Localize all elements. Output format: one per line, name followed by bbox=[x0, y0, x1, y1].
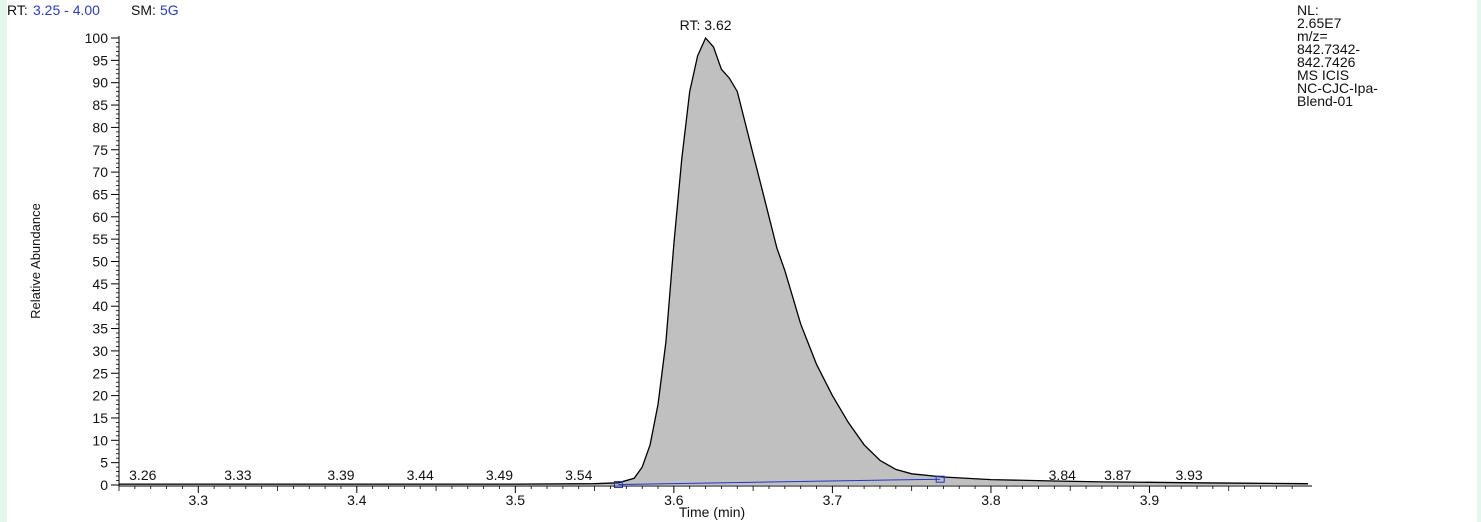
axes-layer: 0 5 10 15 20 25 30 35 40 45 50 55 60 65 70 75 80 85 90 95 10… bbox=[85, 30, 1312, 508]
y-tick-label: 5 bbox=[100, 455, 108, 471]
minor-peak-label: 3.87 bbox=[1104, 467, 1131, 483]
info-line: 2.65E7 bbox=[1297, 15, 1342, 31]
y-tick-label: 55 bbox=[92, 231, 108, 247]
y-tick-label: 100 bbox=[85, 30, 109, 46]
y-tick-label: 20 bbox=[92, 388, 108, 404]
x-tick-label: 3.5 bbox=[506, 492, 526, 508]
info-line: Blend-01 bbox=[1297, 93, 1353, 109]
baseline-start-marker bbox=[613, 481, 623, 489]
minor-peak-label: 3.54 bbox=[565, 467, 592, 483]
x-tick-label: 3.3 bbox=[189, 492, 209, 508]
y-tick-label: 25 bbox=[92, 365, 108, 381]
y-tick-label: 30 bbox=[92, 343, 108, 359]
info-line: NL: bbox=[1297, 2, 1319, 18]
minor-peak-label: 3.84 bbox=[1049, 467, 1076, 483]
y-tick-label: 60 bbox=[92, 209, 108, 225]
trace-line bbox=[119, 36, 1309, 485]
minor-peak-label: 3.49 bbox=[486, 467, 513, 483]
y-tick-label: 90 bbox=[92, 75, 108, 91]
y-tick-label: 95 bbox=[92, 52, 108, 68]
integration-baseline bbox=[618, 478, 941, 486]
x-tick-label: 3.6 bbox=[664, 492, 684, 508]
y-tick-label: 50 bbox=[92, 254, 108, 270]
y-tick-label: 80 bbox=[92, 119, 108, 135]
x-axis-title: Time (min) bbox=[679, 504, 745, 520]
y-tick-label: 10 bbox=[92, 432, 108, 448]
x-tick-label: 3.4 bbox=[347, 492, 367, 508]
y-axis-title: Relative Abundance bbox=[28, 203, 43, 319]
label-layer: RT: 3.62 3.26 3.33 3.39 3.44 3.49 3.54 3.84 3.87… bbox=[129, 17, 1203, 483]
header-sm-label: SM: bbox=[131, 2, 156, 18]
y-tick-label: 15 bbox=[92, 410, 108, 426]
minor-peak-label: 3.93 bbox=[1175, 467, 1202, 483]
chromatogram-chart: RT: 3.25 - 4.00 SM: 5G NL:2.65E7m/z=842.… bbox=[7, 2, 1378, 520]
y-tick-label: 35 bbox=[92, 321, 108, 337]
minor-peak-label: 3.39 bbox=[327, 467, 354, 483]
info-line: NC-CJC-Ipa- bbox=[1297, 80, 1378, 96]
y-tick-label: 85 bbox=[92, 97, 108, 113]
header-rt-range: 3.25 - 4.00 bbox=[33, 2, 100, 18]
x-tick-label: 3.7 bbox=[823, 492, 843, 508]
chromatogram-panel: RT: 3.25 - 4.00 SM: 5G NL: 2.65E7 m/z= 842.… bbox=[7, 0, 1477, 522]
info-line: m/z= bbox=[1297, 28, 1328, 44]
area-layer bbox=[119, 36, 1309, 489]
minor-peak-label: 3.44 bbox=[407, 467, 434, 483]
peak-area bbox=[119, 38, 1308, 485]
y-tick-label: 40 bbox=[92, 298, 108, 314]
y-tick-label: 45 bbox=[92, 276, 108, 292]
y-tick-label: 75 bbox=[92, 142, 108, 158]
baseline-end-marker bbox=[935, 475, 945, 483]
x-tick-label: 3.8 bbox=[981, 492, 1001, 508]
peak-rt-label: RT: 3.62 bbox=[680, 17, 732, 33]
x-tick-label: 3.9 bbox=[1140, 492, 1160, 508]
header-rt-label: RT: bbox=[7, 2, 28, 18]
info-line: 842.7426 bbox=[1297, 54, 1356, 70]
info-line: MS ICIS bbox=[1297, 67, 1349, 83]
minor-peak-label: 3.33 bbox=[224, 467, 251, 483]
y-tick-label: 70 bbox=[92, 164, 108, 180]
y-tick-label: 0 bbox=[100, 477, 108, 493]
info-line: 842.7342- bbox=[1297, 41, 1360, 57]
y-tick-label: 65 bbox=[92, 186, 108, 202]
header-sm-value: 5G bbox=[160, 2, 179, 18]
minor-peak-label: 3.26 bbox=[129, 467, 156, 483]
